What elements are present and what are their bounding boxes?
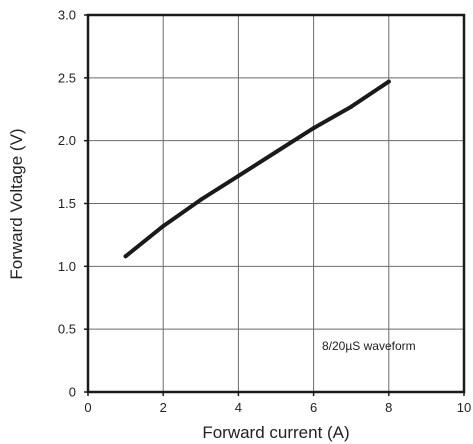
data-point xyxy=(311,126,316,131)
data-point xyxy=(236,173,241,178)
x-tick-label: 2 xyxy=(160,400,167,415)
y-tick-label: 2.0 xyxy=(58,133,76,148)
y-tick-label: 0 xyxy=(69,385,76,400)
data-point xyxy=(198,197,203,202)
y-tick-label: 2.5 xyxy=(58,70,76,85)
data-point xyxy=(123,254,128,259)
x-tick-label: 8 xyxy=(385,400,392,415)
data-point xyxy=(386,79,391,84)
series-line xyxy=(123,79,391,259)
waveform-annotation: 8/20µS waveform xyxy=(322,339,416,353)
data-point xyxy=(349,104,354,109)
x-axis-label: Forward current (A) xyxy=(202,423,349,442)
y-tick-label: 1.5 xyxy=(58,196,76,211)
y-tick-label: 0.5 xyxy=(58,322,76,337)
x-tick-label: 4 xyxy=(235,400,242,415)
y-tick-label: 1.0 xyxy=(58,259,76,274)
x-tick-labels: 0 2 4 6 8 10 xyxy=(84,400,471,415)
data-point xyxy=(274,149,278,154)
data-point xyxy=(161,224,166,229)
x-tick-label: 6 xyxy=(310,400,317,415)
plot-frame xyxy=(86,13,466,394)
x-tick-label: 0 xyxy=(84,400,91,415)
y-tick-labels: 0 0.5 1.0 1.5 2.0 2.5 3.0 xyxy=(58,8,76,400)
data-points xyxy=(123,79,391,259)
x-tick-label: 10 xyxy=(457,400,471,415)
y-axis-label: Forward Voltage (V) xyxy=(7,128,26,279)
y-tick-label: 3.0 xyxy=(58,8,76,23)
